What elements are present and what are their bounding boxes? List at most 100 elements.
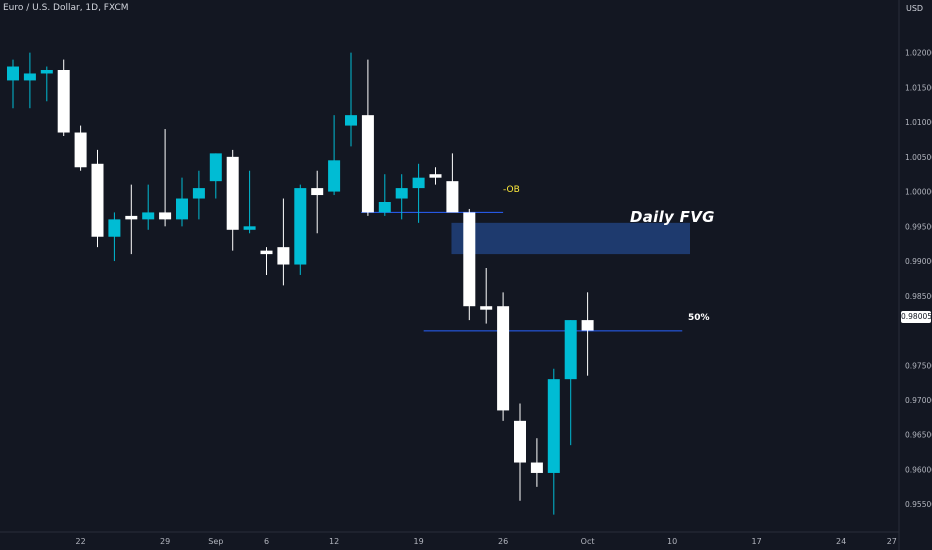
candle-body: [192, 188, 205, 199]
fvg-zone[interactable]: [451, 222, 690, 255]
y-tick-label: 1.02000: [905, 49, 932, 58]
x-tick-label: 22: [76, 537, 86, 546]
candle[interactable]: [378, 174, 391, 216]
candle[interactable]: [328, 115, 341, 196]
candle[interactable]: [446, 153, 459, 213]
candle[interactable]: [514, 403, 526, 501]
candle-body: [23, 73, 36, 81]
candle[interactable]: [581, 292, 594, 376]
candle[interactable]: [564, 320, 577, 446]
candle[interactable]: [159, 129, 172, 227]
candle-body: [226, 156, 239, 230]
candle[interactable]: [547, 368, 560, 515]
x-tick-label: 17: [752, 537, 762, 546]
candle[interactable]: [91, 149, 104, 248]
candle-body: [429, 174, 442, 178]
ob-label: -OB: [503, 185, 520, 195]
candle-body: [581, 320, 594, 331]
candle[interactable]: [142, 184, 155, 230]
candle[interactable]: [412, 163, 425, 223]
candle-body: [547, 379, 560, 473]
x-tick-label: 19: [414, 537, 424, 546]
x-ticks: 22 29 Sep 6 12 19 26 Oct 10 17 24 27: [76, 537, 897, 546]
candle-body: [108, 219, 121, 237]
candle-body: [564, 320, 577, 380]
x-tick-label: 26: [498, 537, 508, 546]
candle-body: [125, 215, 138, 220]
candle[interactable]: [176, 177, 188, 227]
candle[interactable]: [226, 149, 239, 251]
candle-body: [514, 420, 526, 463]
candle-body: [57, 70, 70, 133]
x-tick-label: Sep: [208, 537, 223, 546]
y-tick-label: 1.01500: [905, 83, 932, 92]
candle[interactable]: [108, 212, 121, 262]
x-tick-label: 10: [667, 537, 677, 546]
candle-body: [395, 188, 408, 199]
candle-body: [294, 188, 307, 265]
candle[interactable]: [23, 52, 36, 109]
x-tick-label: 12: [329, 537, 339, 546]
fvg-label: Daily FVG: [630, 208, 715, 226]
candle[interactable]: [480, 268, 493, 324]
candle[interactable]: [243, 170, 256, 234]
candle[interactable]: [277, 198, 290, 286]
y-tick-label: 1.00500: [905, 153, 932, 162]
candle[interactable]: [311, 170, 324, 234]
candle-body: [260, 250, 273, 255]
candle[interactable]: [463, 208, 476, 321]
symbol-title: Euro / U.S. Dollar, 1D, FXCM: [3, 3, 129, 13]
candle[interactable]: [40, 66, 53, 102]
candle-body: [176, 198, 188, 220]
candle-body: [480, 306, 493, 310]
x-tick-label: 27: [887, 537, 897, 546]
candle[interactable]: [530, 438, 543, 487]
fifty-percent-label: 50%: [688, 313, 710, 323]
candle-body: [378, 202, 391, 213]
price-axis-panel[interactable]: [899, 0, 932, 550]
candle-body: [345, 115, 357, 126]
candle-body: [530, 462, 543, 473]
candle[interactable]: [74, 125, 87, 171]
candle-body: [142, 212, 155, 220]
candle[interactable]: [7, 59, 19, 109]
candle[interactable]: [125, 184, 138, 255]
currency-label: USD: [906, 4, 924, 13]
x-tick-label: 6: [264, 537, 269, 546]
candle[interactable]: [260, 247, 273, 275]
candle-body: [7, 66, 19, 81]
x-tick-label: Oct: [581, 537, 595, 546]
candle[interactable]: [395, 174, 408, 220]
candle-body: [209, 153, 222, 182]
candle-body: [497, 306, 510, 411]
candle[interactable]: [497, 292, 510, 421]
candle-body: [159, 212, 172, 220]
x-tick-label: 29: [160, 537, 170, 546]
x-tick-label: 24: [836, 537, 846, 546]
candle[interactable]: [57, 59, 70, 136]
candle[interactable]: [361, 59, 374, 216]
candle[interactable]: [345, 52, 357, 147]
candle-body: [328, 160, 341, 192]
candle[interactable]: [294, 184, 307, 275]
candle[interactable]: [192, 170, 205, 220]
y-tick-label: 0.95500: [905, 500, 932, 509]
candle[interactable]: [209, 153, 222, 199]
candle-body: [277, 247, 290, 265]
y-tick-label: 1.01000: [905, 118, 932, 127]
candle[interactable]: [429, 167, 442, 185]
candle-body: [91, 163, 104, 237]
candle-body: [412, 177, 425, 189]
last-price-tag: 0.98005: [901, 311, 932, 323]
candles: [7, 52, 594, 515]
candle-body: [463, 212, 476, 307]
